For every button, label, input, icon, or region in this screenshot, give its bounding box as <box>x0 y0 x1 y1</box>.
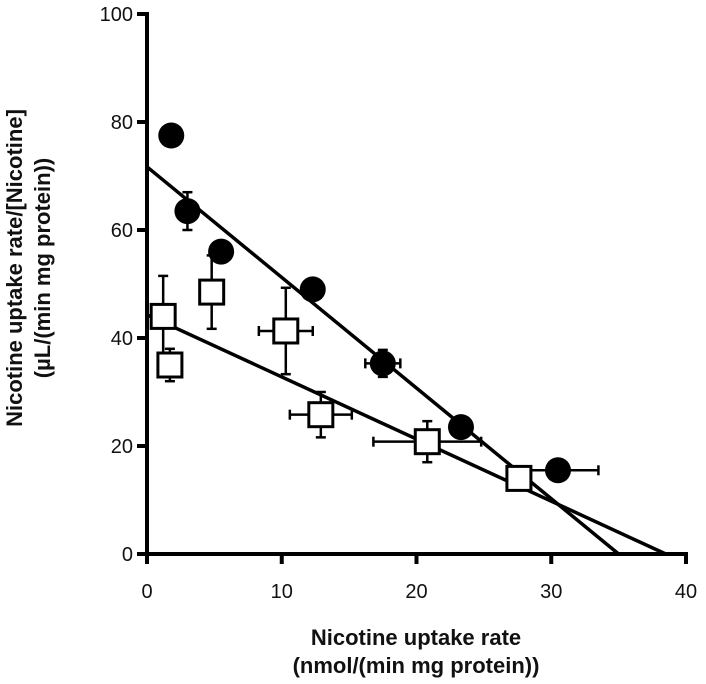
tick-marks: 0 20 40 60 80 100 0 10 20 30 40 <box>100 4 698 603</box>
y-axis-title-line-1: Nicotine uptake rate/[Nicotine] <box>2 109 27 427</box>
x-tick-label: 10 <box>271 581 293 603</box>
x-tick-label: 0 <box>141 581 152 603</box>
fit-line-2 <box>146 313 667 556</box>
x-axis-title-line-1: Nicotine uptake rate <box>311 625 521 650</box>
filled-circle-point <box>208 238 235 265</box>
x-tick-label: 40 <box>675 581 697 603</box>
y-tick-label: 80 <box>111 112 133 134</box>
y-tick-label: 40 <box>111 328 133 350</box>
y-tick-label: 20 <box>111 436 133 458</box>
filled-circle-point <box>174 198 201 225</box>
open-square-point <box>307 401 335 429</box>
open-square-point <box>198 278 226 306</box>
filled-circle-point <box>299 276 326 303</box>
y-axis-title-line-2: (µL/(min mg protein)) <box>30 158 55 378</box>
open-square-point <box>272 317 300 345</box>
x-tick-label: 30 <box>540 581 562 603</box>
filled-circle-point <box>158 122 185 149</box>
filled-circle-point <box>544 457 571 484</box>
axis-titles: Nicotine uptake rate (nmol/(min mg prote… <box>2 109 539 678</box>
open-square-point <box>156 351 184 379</box>
open-square-point <box>413 428 441 456</box>
y-tick-label: 60 <box>111 220 133 242</box>
y-tick-label: 0 <box>122 544 133 566</box>
data-marks <box>149 122 600 492</box>
open-square-point <box>149 302 177 330</box>
filled-circle-point <box>447 414 474 441</box>
filled-circle-point <box>369 350 396 377</box>
open-square-point <box>505 464 533 492</box>
y-tick-label: 100 <box>100 4 133 26</box>
x-tick-label: 20 <box>405 581 427 603</box>
axes <box>145 12 688 556</box>
fit-lines <box>145 165 667 556</box>
x-axis-title-line-2: (nmol/(min mg protein)) <box>293 653 540 678</box>
